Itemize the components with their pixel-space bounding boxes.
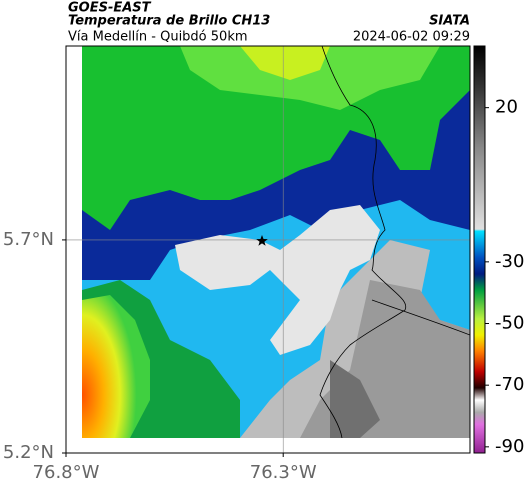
colorbar-tick-label: 20: [495, 97, 518, 118]
location-marker: [256, 235, 268, 246]
colorbar-tick-label: -30: [495, 251, 524, 272]
source: SIATA: [429, 14, 470, 29]
map-frame: [65, 45, 471, 454]
title: GOES-EAST: [68, 1, 152, 16]
colorbar-tick-label: -70: [495, 374, 524, 395]
subtitle: Temperatura de Brillo CH13: [68, 14, 270, 29]
location: Vía Medellín - Quibdó 50km: [68, 30, 248, 45]
x-tick-label: 76.3°W: [250, 462, 317, 483]
y-tick-label: 5.2°N: [3, 442, 54, 463]
colorbar-tick-label: -90: [495, 436, 524, 457]
satellite-image: [82, 46, 470, 438]
timestamp: 2024-06-02 09:29: [353, 30, 470, 45]
colorbar-tick-label: -50: [495, 313, 524, 334]
x-tick-label: 76.8°W: [33, 462, 100, 483]
y-tick-label: 5.7°N: [3, 229, 54, 250]
colorbar: [473, 45, 486, 454]
